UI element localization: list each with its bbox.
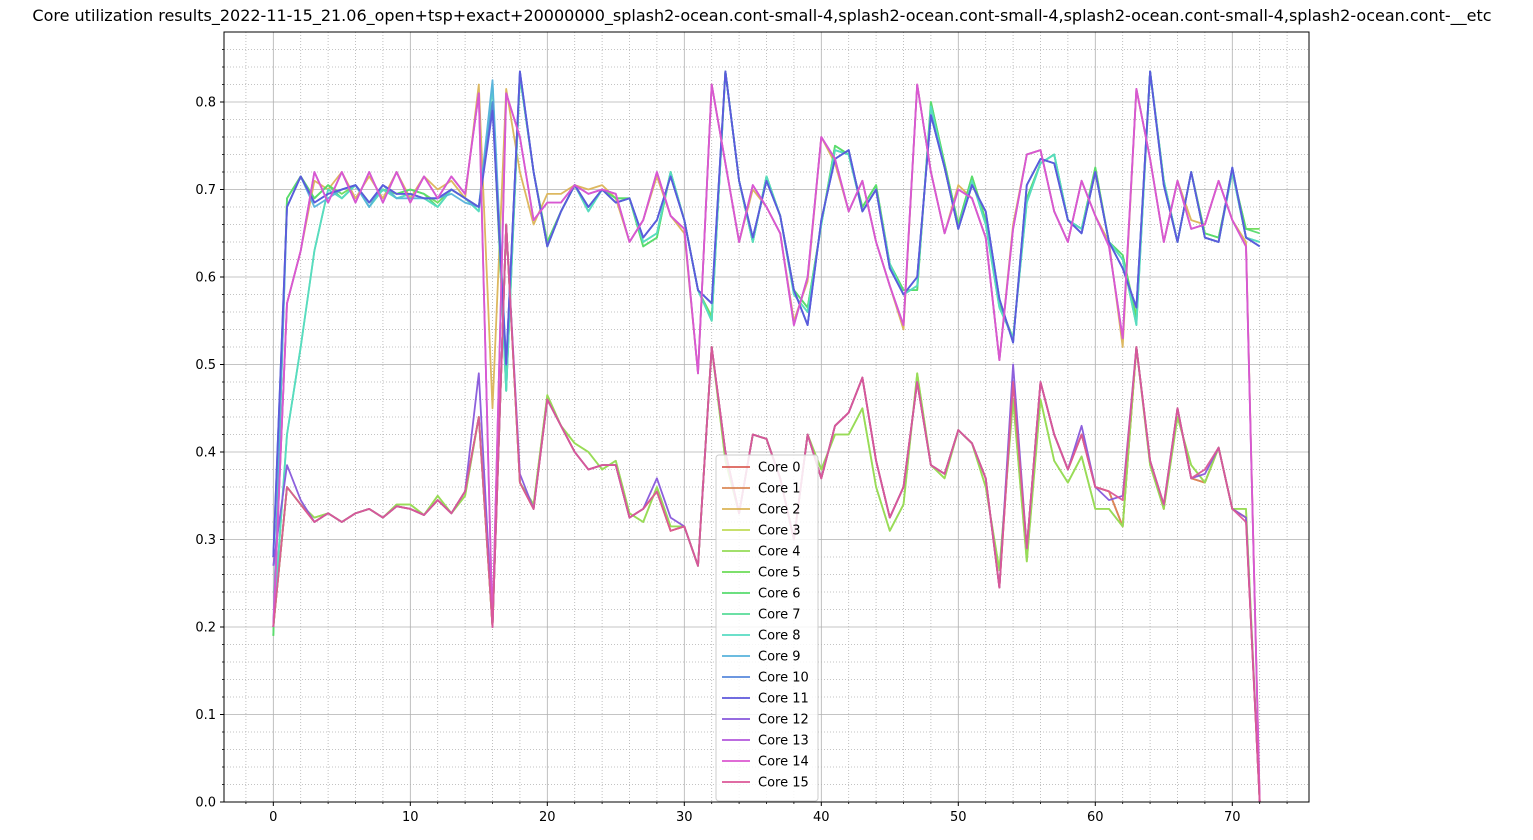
- x-tick-label: 40: [813, 810, 830, 825]
- x-tick-label: 60: [1087, 810, 1104, 825]
- x-tick-label: 0: [269, 810, 277, 825]
- y-tick-label: 0.3: [195, 533, 216, 548]
- legend-label: Core 2: [758, 503, 801, 518]
- legend-label: Core 14: [758, 755, 809, 770]
- legend-label: Core 7: [758, 608, 801, 623]
- series-line-core-14: [272, 83, 1261, 803]
- y-tick-label: 0.1: [195, 708, 216, 723]
- legend-label: Core 4: [758, 545, 801, 560]
- y-tick-label: 0.4: [195, 446, 216, 461]
- legend-label: Core 9: [758, 650, 801, 665]
- legend-box: [715, 454, 819, 802]
- series-line-core-15: [272, 223, 1261, 803]
- y-tick-label: 0.0: [195, 796, 216, 811]
- x-tick-label: 20: [539, 810, 556, 825]
- x-tick-label: 50: [950, 810, 967, 825]
- y-tick-label: 0.7: [195, 183, 216, 198]
- legend-label: Core 5: [758, 566, 801, 581]
- chart-title: Core utilization results_2022-11-15_21.0…: [32, 6, 1491, 26]
- x-tick-label: 70: [1224, 810, 1241, 825]
- legend-label: Core 0: [758, 461, 801, 476]
- legend-label: Core 10: [758, 671, 809, 686]
- series-layer: [272, 70, 1261, 803]
- y-tick-label: 0.2: [195, 621, 216, 636]
- legend-label: Core 8: [758, 629, 801, 644]
- legend-label: Core 15: [758, 776, 809, 791]
- axis-ticks: 0 10 20 30 40 50 60 70 0.0 0.1 0.2 0.3 0.4 0.5 0.6 0.7 0…: [195, 49, 1288, 825]
- legend-label: Core 1: [758, 482, 801, 497]
- legend-label: Core 3: [758, 524, 801, 539]
- minor-grid: [224, 32, 1309, 802]
- y-tick-label: 0.6: [195, 271, 216, 286]
- legend-label: Core 6: [758, 587, 801, 602]
- y-tick-label: 0.8: [195, 96, 216, 111]
- legend: Core 0 Core 1 Core 2 Core 3 Core 4 Core 5 Core…: [715, 454, 819, 802]
- x-tick-label: 10: [402, 810, 419, 825]
- x-tick-label: 30: [676, 810, 693, 825]
- y-tick-label: 0.5: [195, 358, 216, 373]
- legend-label: Core 11: [758, 692, 809, 707]
- legend-label: Core 13: [758, 734, 809, 749]
- legend-label: Core 12: [758, 713, 809, 728]
